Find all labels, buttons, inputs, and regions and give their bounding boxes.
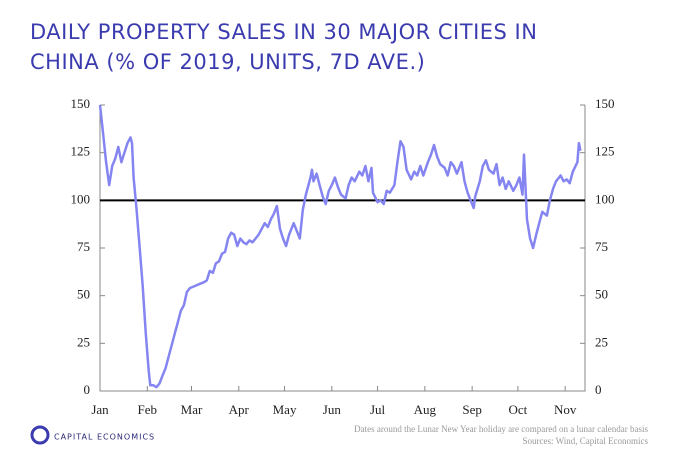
y-tick-label: 100 [71, 191, 91, 206]
y2-tick-label: 125 [595, 144, 615, 159]
x-tick-label: May [273, 402, 297, 417]
x-tick-label: Jul [370, 402, 386, 417]
x-tick-label: Aug [414, 402, 437, 417]
y2-tick-label: 150 [595, 96, 615, 111]
logo-text: CAPITAL ECONOMICS [54, 433, 155, 442]
y-tick-label: 50 [77, 287, 90, 302]
chart-title: DAILY PROPERTY SALES IN 30 MAJOR CITIES … [30, 20, 537, 44]
x-tick-label: Feb [138, 402, 158, 417]
x-tick-label: Jun [323, 402, 342, 417]
chart-title: CHINA (% OF 2019, UNITS, 7D AVE.) [30, 50, 425, 74]
x-tick-label: Jan [91, 402, 109, 417]
y2-tick-label: 50 [595, 287, 608, 302]
y-tick-label: 125 [71, 144, 91, 159]
x-tick-label: Nov [554, 402, 577, 417]
y2-tick-label: 0 [595, 382, 602, 397]
y-tick-label: 0 [84, 382, 91, 397]
source: Sources: Wind, Capital Economics [523, 436, 649, 446]
y-tick-label: 150 [71, 96, 91, 111]
x-tick-label: Mar [181, 402, 203, 417]
axis-frame [99, 105, 586, 392]
y2-tick-label: 100 [595, 191, 615, 206]
x-tick-label: Sep [462, 402, 482, 417]
y-tick-label: 25 [77, 334, 90, 349]
y2-tick-label: 75 [595, 239, 608, 254]
x-tick-label: Oct [509, 402, 528, 417]
footnote: Dates around the Lunar New Year holiday … [354, 424, 648, 434]
y2-tick-label: 25 [595, 334, 608, 349]
x-tick-label: Apr [229, 402, 250, 417]
data-line [98, 104, 582, 389]
y-tick-label: 75 [77, 239, 90, 254]
logo-icon [30, 425, 50, 445]
